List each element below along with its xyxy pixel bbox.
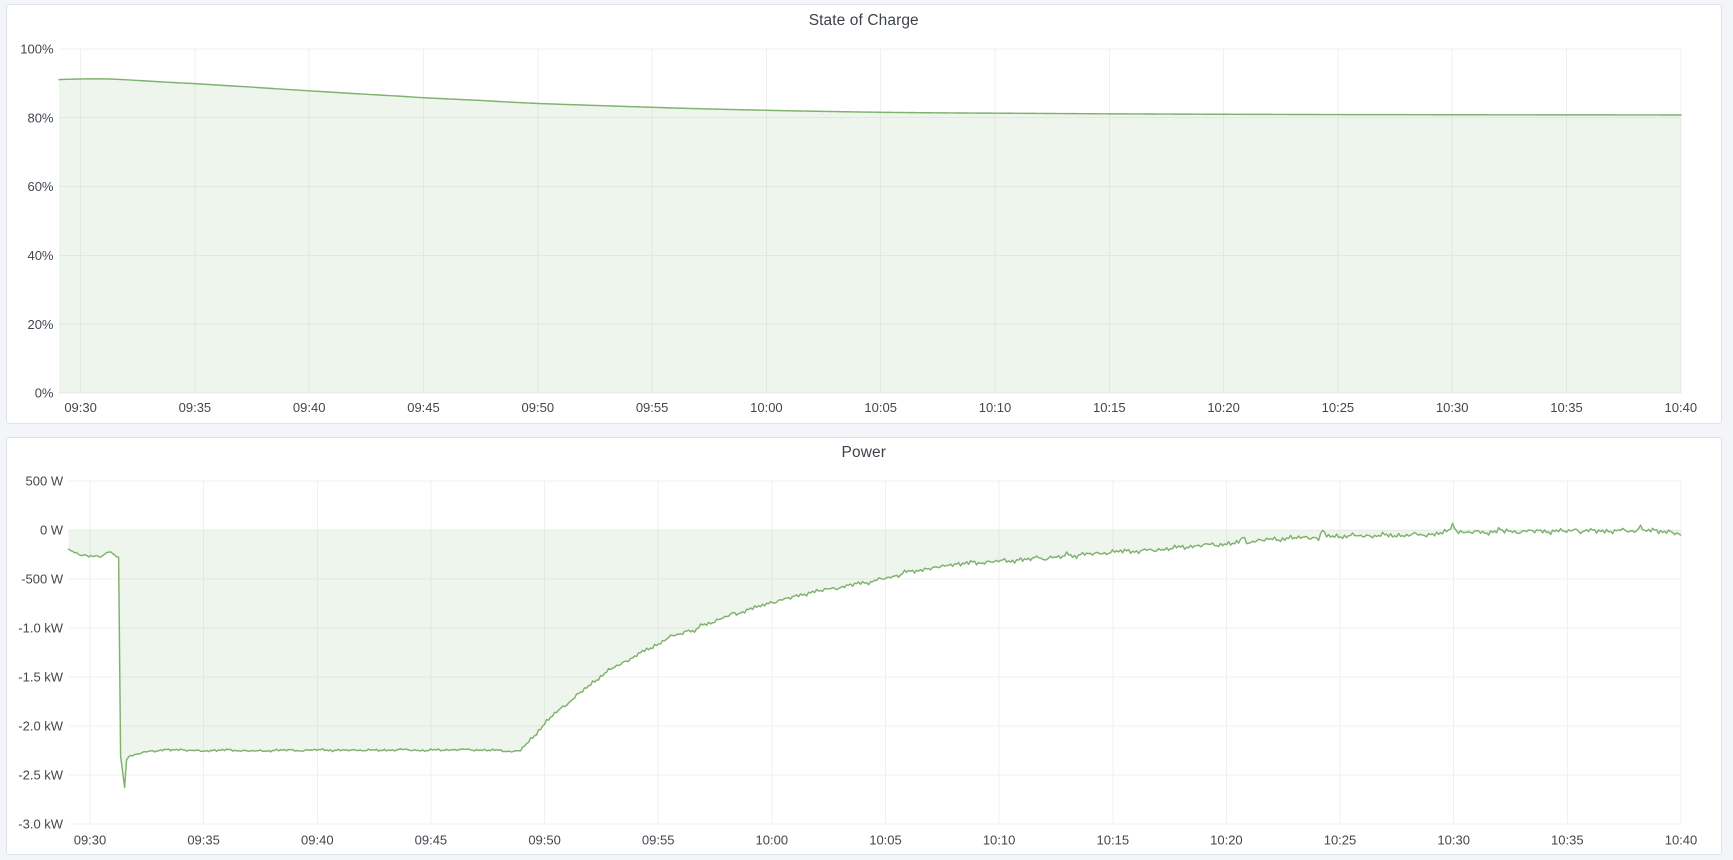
- svg-text:10:20: 10:20: [1207, 400, 1240, 415]
- svg-text:80%: 80%: [27, 110, 53, 125]
- svg-text:0 W: 0 W: [40, 523, 64, 538]
- svg-text:-1.0 kW: -1.0 kW: [18, 621, 64, 636]
- svg-text:10:00: 10:00: [750, 400, 783, 415]
- svg-text:10:40: 10:40: [1665, 833, 1698, 848]
- svg-text:09:30: 09:30: [74, 833, 107, 848]
- svg-text:10:15: 10:15: [1093, 400, 1126, 415]
- svg-text:100%: 100%: [20, 42, 54, 57]
- svg-text:10:30: 10:30: [1437, 833, 1470, 848]
- svg-text:10:05: 10:05: [864, 400, 897, 415]
- svg-text:10:35: 10:35: [1550, 400, 1583, 415]
- svg-text:09:30: 09:30: [64, 400, 97, 415]
- svg-text:-3.0 kW: -3.0 kW: [18, 817, 64, 832]
- svg-text:10:25: 10:25: [1324, 833, 1357, 848]
- svg-text:09:40: 09:40: [293, 400, 326, 415]
- svg-text:-2.0 kW: -2.0 kW: [18, 719, 64, 734]
- svg-text:40%: 40%: [27, 248, 53, 263]
- svg-text:09:45: 09:45: [407, 400, 440, 415]
- svg-text:09:50: 09:50: [522, 400, 555, 415]
- svg-text:09:55: 09:55: [642, 833, 675, 848]
- svg-text:10:40: 10:40: [1665, 400, 1698, 415]
- svg-text:60%: 60%: [27, 179, 53, 194]
- svg-text:10:20: 10:20: [1210, 833, 1243, 848]
- svg-text:-1.5 kW: -1.5 kW: [18, 670, 64, 685]
- svg-text:10:10: 10:10: [983, 833, 1016, 848]
- svg-text:09:40: 09:40: [301, 833, 334, 848]
- svg-text:09:45: 09:45: [415, 833, 448, 848]
- svg-text:500 W: 500 W: [26, 474, 64, 489]
- svg-text:09:35: 09:35: [187, 833, 220, 848]
- svg-text:09:55: 09:55: [636, 400, 669, 415]
- svg-text:-500 W: -500 W: [21, 572, 64, 587]
- svg-text:-2.5 kW: -2.5 kW: [18, 768, 64, 783]
- svg-text:09:50: 09:50: [528, 833, 561, 848]
- svg-text:10:00: 10:00: [756, 833, 789, 848]
- svg-text:10:10: 10:10: [979, 400, 1012, 415]
- svg-text:10:35: 10:35: [1551, 833, 1584, 848]
- svg-text:10:30: 10:30: [1436, 400, 1469, 415]
- svg-text:10:15: 10:15: [1097, 833, 1130, 848]
- svg-text:0%: 0%: [35, 386, 54, 401]
- svg-text:09:35: 09:35: [179, 400, 212, 415]
- svg-text:10:05: 10:05: [869, 833, 902, 848]
- svg-text:10:25: 10:25: [1322, 400, 1355, 415]
- svg-text:20%: 20%: [27, 317, 53, 332]
